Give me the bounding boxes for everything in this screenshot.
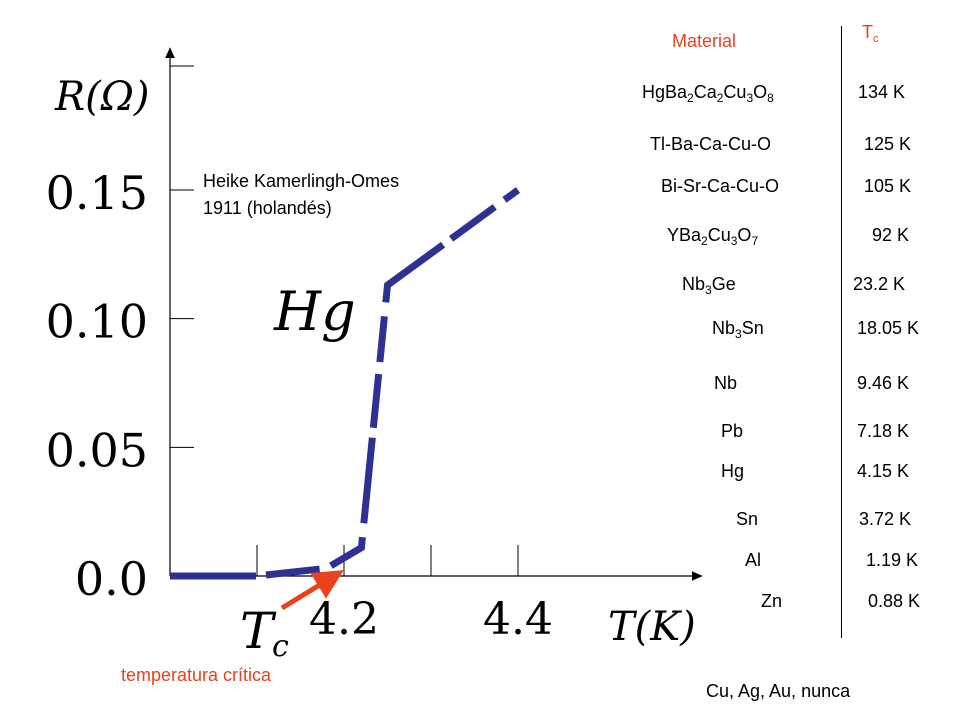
formula-text: Sn [741,318,764,338]
y-axis-label: R(Ω) [54,74,150,120]
formula-subscript: 2 [687,91,694,105]
axes [165,47,703,581]
material-name: Al [745,550,761,571]
table-header-tc: Tc [862,22,879,45]
material-name: Nb3Sn [712,318,764,341]
table-header-material: Material [672,31,737,51]
x-tick-label: 4.4 [483,594,553,645]
material-name: Pb [721,421,743,442]
formula-subscript: 3 [730,234,738,248]
formula-text: YBa [667,225,702,245]
x-tick-label: 4.2 [309,594,379,645]
tc-header-main: T [862,22,873,42]
formula-text: Nb [682,274,706,294]
formula-text: Pb [721,421,744,441]
material-tc: 92 K [872,225,910,245]
formula-text: Bi-Sr-Ca-Cu-O [661,176,780,196]
formula-text: HgBa [642,82,688,102]
y-tick-label: 0.0 [75,552,148,606]
series-layer [170,187,521,580]
tc-arrow [280,570,344,611]
material-tc: 9.46 K [857,373,910,393]
formula-subscript: 8 [767,91,774,105]
formula-text: Ge [711,274,736,294]
material-name: Hg [721,461,744,482]
material-tc: 18.05 K [857,318,920,338]
formula-text: Cu [723,82,747,102]
formula-text: Sn [736,509,759,529]
material-name: Nb [714,373,737,394]
annotation-line-1: Heike Kamerlingh-Omes [203,171,400,191]
material-tc: 105 K [864,176,912,196]
x-axis-label: T(K) [608,604,696,650]
formula-text: Zn [761,591,783,611]
formula-text: Nb [712,318,736,338]
annotation-line-2: 1911 (holandés) [203,198,332,218]
material-name: Tl-Ba-Ca-Cu-O [650,134,771,155]
table-separator [841,26,842,638]
material-tc: 0.88 K [868,591,921,611]
material-name: Bi-Sr-Ca-Cu-O [661,176,779,197]
formula-text: Hg [721,461,745,481]
y-tick-label: 0.10 [46,295,148,349]
material-tc: 4.15 K [857,461,910,481]
table-footer: Cu, Ag, Au, nunca [706,681,851,701]
material-tc: 1.19 K [866,550,919,570]
hg-resistance-line [170,187,521,580]
formula-text: Ca [693,82,717,102]
y-tick-label: 0.15 [46,166,148,220]
formula-subscript: 3 [746,91,754,105]
material-name: Nb3Ge [682,274,736,297]
ticks [170,65,519,576]
material-name: Zn [761,591,782,612]
material-name: YBa2Cu3O7 [667,225,758,248]
material-tc: 3.72 K [859,509,912,529]
formula-text: Cu [707,225,731,245]
series-label-hg: Hg [273,280,356,343]
tc-axis-label-sub: c [272,629,289,664]
formula-text: O [737,225,752,245]
formula-subscript: 3 [705,283,712,297]
tc-caption: temperatura crítica [121,665,272,685]
tc-header-sub: c [873,33,879,45]
formula-subscript: 7 [751,234,759,248]
formula-subscript: 2 [716,91,724,105]
formula-text: O [753,82,768,102]
formula-subscript: 3 [735,327,742,341]
material-tc: 23.2 K [853,274,906,294]
material-name: HgBa2Ca2Cu3O8 [642,82,774,105]
formula-subscript: 2 [701,234,708,248]
material-name: Sn [736,509,758,530]
formula-text: Al [745,550,762,570]
material-tc: 125 K [864,134,912,154]
material-tc: 7.18 K [857,421,910,441]
formula-text: Nb [714,373,738,393]
formula-text: Tl-Ba-Ca-Cu-O [650,134,772,154]
y-tick-label: 0.05 [46,423,148,477]
tc-axis-label: T [240,602,277,660]
material-tc: 134 K [858,82,906,102]
labels-layer: 0.15 0.10 0.05 0.0 4.2 4.4 R(Ω) T(K) Hg Tc [46,74,696,664]
